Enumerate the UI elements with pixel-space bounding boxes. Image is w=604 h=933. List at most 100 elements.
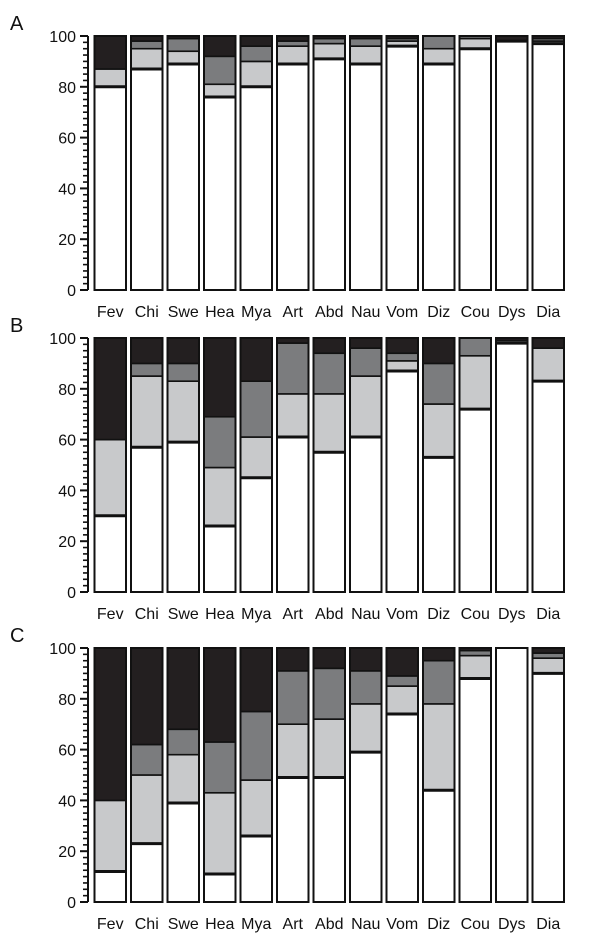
bar-segment-3: [130, 40, 164, 50]
bar-cou: [458, 337, 492, 593]
bar-chi: [130, 337, 164, 593]
bar-segment-1: [349, 63, 383, 291]
bar-outline: [531, 337, 565, 593]
x-tick-label: Vom: [386, 304, 418, 321]
bar-segment-3: [385, 352, 419, 362]
bar-mya: [239, 647, 273, 903]
y-tick-label: 80: [58, 80, 76, 97]
bar-mya: [239, 337, 273, 593]
bar-segment-3: [349, 670, 383, 705]
bar-fev: [93, 337, 127, 593]
bar-segment-2: [203, 466, 237, 527]
bar-vom: [385, 35, 419, 291]
bar-outline: [385, 35, 419, 291]
bar-dia: [531, 647, 565, 903]
bar-segment-1: [166, 63, 200, 291]
bar-outline: [239, 647, 273, 903]
bar-segment-1: [130, 446, 164, 593]
bar-segment-3: [458, 337, 492, 357]
bar-segment-4: [276, 647, 310, 672]
bar-segment-4: [166, 647, 200, 731]
y-tick-label: 60: [58, 743, 76, 760]
x-tick-label: Fev: [97, 304, 124, 321]
y-tick-label: 80: [58, 692, 76, 709]
bar-segment-4: [239, 35, 273, 47]
x-tick-label: Hea: [205, 916, 234, 933]
bar-segment-4: [385, 647, 419, 677]
bar-art: [276, 647, 310, 903]
bar-outline: [312, 647, 346, 903]
bar-segment-3: [203, 741, 237, 794]
bar-segment-1: [495, 40, 529, 291]
bar-outline: [130, 35, 164, 291]
x-tick-label: Nau: [351, 606, 380, 623]
bar-segment-4: [422, 337, 456, 365]
bar-outline: [458, 35, 492, 291]
bar-segment-1: [495, 647, 529, 903]
bar-segment-1: [130, 842, 164, 903]
x-tick-label: Fev: [97, 606, 124, 623]
bar-outline: [422, 337, 456, 593]
bar-vom: [385, 647, 419, 903]
bar-nau: [349, 647, 383, 903]
bar-segment-2: [203, 83, 237, 98]
bar-art: [276, 35, 310, 291]
bar-segment-3: [276, 670, 310, 725]
bar-outline: [531, 647, 565, 903]
x-tick-label: Chi: [135, 916, 159, 933]
bar-segment-3: [166, 728, 200, 756]
bar-segment-3: [276, 342, 310, 395]
bar-segment-4: [93, 337, 127, 441]
bar-segment-1: [422, 456, 456, 593]
bar-fev: [93, 35, 127, 291]
y-tick-label: 20: [58, 844, 76, 861]
bar-segment-2: [93, 68, 127, 88]
bar-outline: [495, 35, 529, 291]
bar-segment-4: [422, 647, 456, 662]
bar-segment-4: [203, 35, 237, 58]
bar-outline: [166, 337, 200, 593]
bar-segment-3: [166, 362, 200, 382]
bar-segment-4: [130, 647, 164, 746]
bar-segment-2: [276, 723, 310, 779]
bar-segment-3: [203, 55, 237, 86]
bar-segment-4: [93, 647, 127, 802]
bar-segment-3: [203, 415, 237, 469]
panel-c: C 0 20 40 60 80 100 Fev Chi Swe Hea Mya Art Abd Nau Vom…: [10, 625, 565, 933]
x-tick-label: Abd: [315, 304, 343, 321]
y-tick-label: 60: [58, 433, 76, 450]
bar-abd: [312, 35, 346, 291]
x-tick-label: Swe: [168, 916, 199, 933]
bar-hea: [203, 35, 237, 291]
x-tick-label: Mya: [241, 916, 271, 933]
bar-chi: [130, 647, 164, 903]
x-tick-label: Swe: [168, 606, 199, 623]
bar-hea: [203, 337, 237, 593]
bar-segment-1: [276, 776, 310, 903]
bar-mya: [239, 35, 273, 291]
bar-segment-4: [203, 647, 237, 743]
bar-outline: [349, 647, 383, 903]
x-tick-label: Hea: [205, 304, 234, 321]
x-tick-label: Vom: [386, 916, 418, 933]
bar-swe: [166, 337, 200, 593]
y-tick-label: 80: [58, 382, 76, 399]
x-tick-label: Cou: [461, 606, 490, 623]
bar-segment-3: [422, 659, 456, 705]
x-tick-label: Swe: [168, 304, 199, 321]
bar-outline: [385, 337, 419, 593]
bar-segment-2: [276, 45, 310, 65]
bar-art: [276, 337, 310, 593]
x-tick-label: Art: [283, 606, 304, 623]
x-tick-label: Fev: [97, 916, 124, 933]
bar-diz: [422, 35, 456, 291]
bar-segment-1: [385, 45, 419, 291]
x-tick-label: Dys: [498, 916, 526, 933]
bar-outline: [349, 35, 383, 291]
bar-segment-2: [385, 685, 419, 715]
bar-segment-1: [349, 751, 383, 903]
x-tick-label: Dys: [498, 304, 526, 321]
bar-outline: [93, 647, 127, 903]
bar-nau: [349, 35, 383, 291]
bar-segment-4: [349, 337, 383, 349]
